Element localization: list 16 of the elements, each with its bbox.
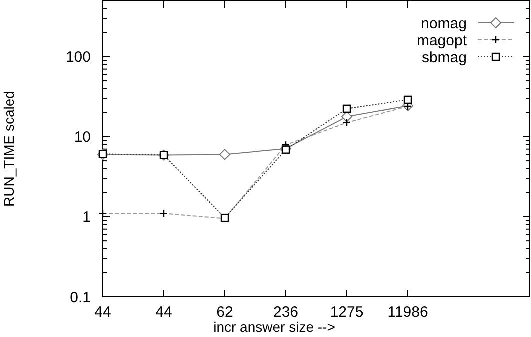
point bbox=[220, 149, 230, 160]
x-axis-title: incr answer size --> bbox=[214, 319, 336, 335]
x-tick-label: 236 bbox=[273, 304, 299, 321]
legend-label: magopt bbox=[416, 32, 468, 50]
legend-label: sbmag bbox=[422, 49, 467, 66]
x-tick-label: 1275 bbox=[330, 304, 364, 321]
x-tick-label: 62 bbox=[216, 304, 234, 321]
x-tick-label: 44 bbox=[94, 304, 112, 321]
y-tick-label: 100 bbox=[66, 49, 91, 66]
legend-label: nomag bbox=[421, 15, 467, 32]
x-tick-label: 11986 bbox=[388, 304, 428, 321]
y-tick-label: 0.1 bbox=[70, 289, 91, 306]
y-tick-label: 10 bbox=[74, 129, 91, 146]
y-axis-title: RUN_TIME scaled bbox=[1, 91, 17, 207]
y-tick-label: 1 bbox=[82, 209, 91, 226]
x-tick-label: 44 bbox=[156, 304, 172, 321]
